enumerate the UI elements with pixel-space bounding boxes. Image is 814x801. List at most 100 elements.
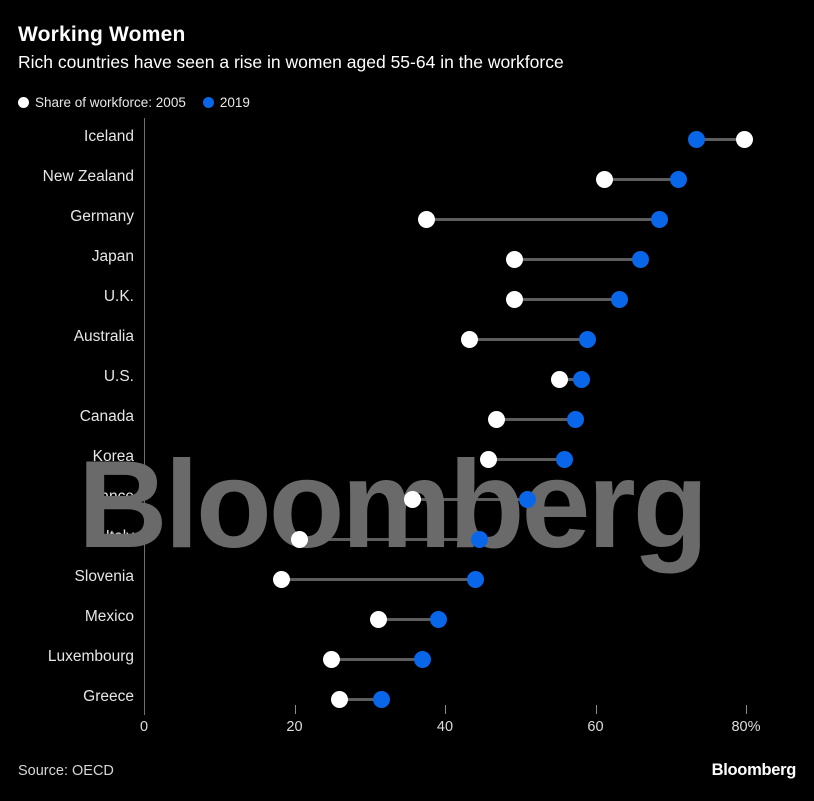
- x-tick-label: 80%: [731, 719, 761, 735]
- chart-row: Canada: [0, 399, 814, 439]
- data-point-2019[interactable]: [413, 650, 431, 668]
- chart-row: Mexico: [0, 599, 814, 639]
- category-label: Germany: [70, 208, 134, 225]
- connector-line: [496, 417, 576, 421]
- x-tick-label: 60: [587, 719, 604, 735]
- connector-line: [281, 577, 476, 581]
- connector-line: [412, 497, 528, 501]
- chart-footer: Source: OECD Bloomberg: [0, 755, 814, 801]
- category-label: Mexico: [84, 608, 134, 625]
- x-axis: 0 20 40 60 80%: [0, 705, 814, 745]
- data-point-2019[interactable]: [471, 530, 489, 548]
- chart-row: Italy: [0, 519, 814, 559]
- connector-line: [426, 217, 660, 221]
- connector-line: [299, 537, 480, 541]
- data-point-2005[interactable]: [322, 650, 340, 668]
- x-tick-mark: [746, 705, 747, 714]
- circle-marker-icon: [202, 97, 214, 108]
- x-tick-mark: [294, 705, 296, 714]
- connector-line: [339, 697, 382, 701]
- connector-line: [604, 177, 679, 181]
- data-point-2019[interactable]: [650, 210, 668, 228]
- data-point-2005[interactable]: [290, 530, 308, 548]
- bloomberg-logo: Bloomberg: [711, 761, 797, 779]
- connector-line: [696, 137, 745, 141]
- connector-line: [469, 337, 588, 341]
- data-point-2005[interactable]: [404, 490, 422, 508]
- data-point-2005[interactable]: [331, 690, 349, 708]
- category-label: Italy: [105, 528, 134, 545]
- data-point-2005[interactable]: [505, 290, 523, 308]
- source-note: Source: OECD: [18, 763, 114, 779]
- chart-row: Luxembourg: [0, 639, 814, 679]
- legend-item-1: 2019: [202, 95, 250, 110]
- data-point-2019[interactable]: [556, 450, 574, 468]
- x-tick-label: 40: [436, 719, 454, 735]
- connector-line: [559, 377, 582, 381]
- x-tick-mark: [445, 705, 446, 714]
- data-point-2019[interactable]: [518, 490, 536, 508]
- data-point-2019[interactable]: [611, 290, 629, 308]
- data-point-2005[interactable]: [418, 210, 436, 228]
- chart-row: Germany: [0, 199, 814, 239]
- chart-row: U.K.: [0, 279, 814, 319]
- category-label: Luxembourg: [47, 648, 134, 665]
- data-point-2019[interactable]: [579, 330, 597, 348]
- category-label: Australia: [73, 328, 134, 345]
- data-point-2019[interactable]: [669, 170, 687, 188]
- category-label: France: [85, 488, 134, 505]
- data-point-2019[interactable]: [687, 130, 705, 148]
- data-point-2005[interactable]: [273, 570, 291, 588]
- chart-row: Japan: [0, 239, 814, 279]
- connector-line: [514, 257, 641, 261]
- connector-line: [514, 297, 620, 301]
- legend-label: 2019: [219, 95, 250, 110]
- x-tick-mark: [595, 705, 597, 714]
- data-point-2005[interactable]: [596, 170, 614, 188]
- connector-line: [488, 457, 565, 461]
- category-label: Greece: [83, 688, 134, 705]
- data-point-2005[interactable]: [550, 370, 568, 388]
- category-label: Japan: [91, 248, 134, 265]
- data-point-2019[interactable]: [430, 610, 448, 628]
- chart-row: France: [0, 479, 814, 519]
- category-label: Iceland: [84, 128, 134, 145]
- chart-row: Korea: [0, 439, 814, 479]
- category-label: Korea: [92, 448, 134, 465]
- data-point-2019[interactable]: [632, 250, 650, 268]
- y-axis-line: [144, 118, 145, 715]
- x-tick-label: 20: [286, 719, 303, 735]
- data-point-2005[interactable]: [369, 610, 387, 628]
- connector-line: [378, 617, 439, 621]
- data-point-2019[interactable]: [566, 410, 584, 428]
- category-label: Slovenia: [74, 568, 134, 585]
- x-tick-label: 0: [139, 719, 149, 735]
- chart-row: U.S.: [0, 359, 814, 399]
- chart-legend: Share of workforce: 2005 2019: [18, 95, 250, 110]
- category-label: Canada: [79, 408, 134, 425]
- data-point-2005[interactable]: [735, 130, 753, 148]
- chart-row: Slovenia: [0, 559, 814, 599]
- legend-label: Share of workforce: 2005: [35, 95, 186, 110]
- circle-marker-icon: [18, 97, 29, 108]
- legend-item-0: Share of workforce: 2005: [18, 95, 186, 110]
- chart-row: New Zealand: [0, 159, 814, 199]
- data-point-2005[interactable]: [460, 330, 478, 348]
- data-point-2019[interactable]: [373, 690, 391, 708]
- chart-row: Greece: [0, 679, 814, 719]
- category-label: U.S.: [103, 368, 134, 385]
- page-title: Working Women: [18, 23, 186, 46]
- plot-area: Bloomberg Iceland New Zealand Germany Japan…: [0, 118, 814, 718]
- chart-row: Iceland: [0, 119, 814, 159]
- data-point-2005[interactable]: [488, 410, 506, 428]
- chart-header: Working Women Rich countries have seen a…: [18, 22, 798, 74]
- data-point-2005[interactable]: [506, 250, 524, 268]
- category-label: U.K.: [103, 288, 134, 305]
- category-label: New Zealand: [42, 168, 134, 185]
- data-point-2005[interactable]: [480, 450, 498, 468]
- page-subtitle: Rich countries have seen a rise in women…: [18, 52, 564, 72]
- connector-line: [331, 657, 423, 661]
- data-point-2019[interactable]: [573, 370, 591, 388]
- data-point-2019[interactable]: [466, 570, 484, 588]
